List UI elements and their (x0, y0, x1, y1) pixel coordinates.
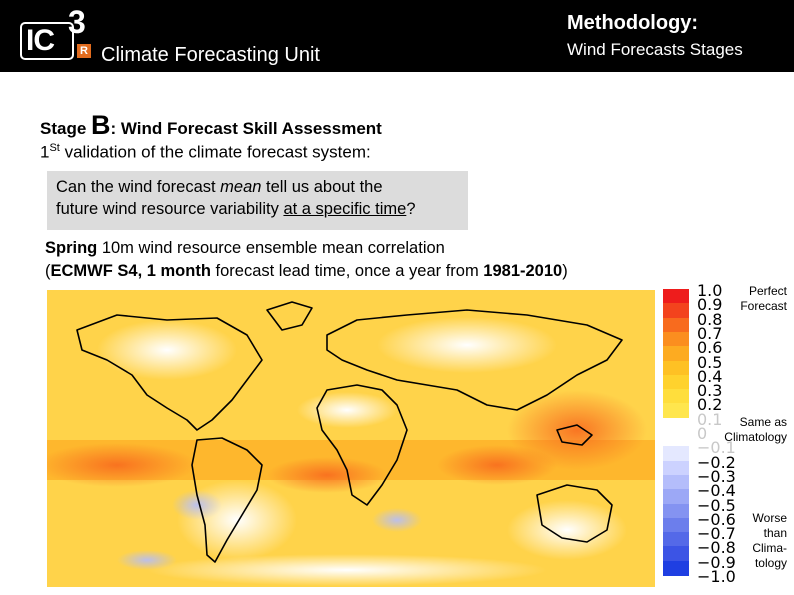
colorbar-tick-label: −0.2 (697, 452, 736, 472)
annotation-worse-than-climatology: Worse than Clima-tology (752, 511, 787, 570)
colorbar-bin (663, 432, 689, 447)
north-america-low (97, 320, 237, 380)
unit-name: Climate Forecasting Unit (101, 44, 320, 66)
colorbar-bin (663, 317, 689, 333)
colorbar-bin (663, 417, 689, 433)
colorbar-tick-label: 0.6 (697, 338, 723, 358)
east-pacific-high (47, 443, 197, 487)
question-emphasis: mean (220, 178, 262, 196)
colorbar-bin (663, 460, 689, 476)
colorbar-tick-label: 0.9 (697, 295, 723, 315)
coastlines (76, 301, 623, 563)
indonesia-outline (556, 424, 593, 446)
indian-high (437, 445, 557, 485)
colorbar-tick-label: 0.2 (697, 395, 723, 415)
stage-title: : Wind Forecast Skill Assessment (110, 119, 382, 138)
logo-main-text: IC (20, 22, 74, 60)
ic3-logo: IC 3 R (20, 4, 100, 62)
southern-ocean-low (147, 554, 547, 586)
colorbar-bin (663, 289, 689, 304)
validation-line: 1St validation of the climate forecast s… (40, 142, 371, 163)
colorbar-tick-label: 0.4 (697, 366, 723, 386)
question-mark: ? (406, 200, 416, 218)
negative-patch-2 (372, 508, 422, 532)
colorbar-tick-label: 0.8 (697, 309, 723, 329)
greenland-outline (266, 301, 313, 331)
atlantic-high (267, 457, 387, 493)
stage-heading: Stage B: Wind Forecast Skill Assessment (40, 110, 382, 141)
negative-patch-1 (172, 490, 222, 520)
colorbar-bin (663, 389, 689, 405)
validation-ordinal: St (49, 142, 60, 154)
colorbar-tick-label: −0.6 (697, 509, 736, 529)
annotation-same-as-climatology: Same as Climatology (724, 415, 787, 444)
description-text-2: forecast lead time, once a year from (210, 262, 484, 280)
paren-close: ) (562, 262, 568, 280)
colorbar-tick-label: −0.1 (697, 438, 736, 458)
eurasia-outline (326, 309, 623, 411)
north-america-outline (76, 314, 263, 431)
colorbar-tick-label: 0.1 (697, 409, 723, 429)
question-text-1: Can the wind forecast (56, 178, 221, 196)
maritime-continent-high (507, 390, 647, 470)
colorbar-tick-label: −1.0 (697, 567, 736, 586)
validation-number: 1 (40, 142, 50, 162)
sahara-low (297, 392, 397, 428)
paren-open: ( (45, 262, 51, 280)
colorbar-bin (663, 331, 689, 347)
colorbar-tick-label: −0.4 (697, 481, 736, 501)
colorbar-tick-label: −0.5 (697, 495, 736, 515)
colorbar-bin (663, 560, 689, 576)
colorbar-tick-label: −0.7 (697, 524, 736, 544)
colorbar-tick-label: 0.3 (697, 381, 723, 401)
colorbar-tick-label: −0.8 (697, 538, 736, 558)
question-text-3: future wind resource variability (56, 200, 284, 218)
australia-low (507, 500, 627, 560)
colorbar-bin (663, 303, 689, 319)
model-label: ECMWF S4, 1 month (50, 262, 211, 280)
question-underline: at a specific time (283, 200, 407, 218)
validation-text: validation of the climate forecast syste… (59, 142, 371, 162)
australia-outline (536, 484, 613, 543)
colorbar-bin (663, 374, 689, 390)
methodology-title: Methodology: (567, 12, 699, 34)
colorbar-bin (663, 503, 689, 519)
question-text-2: tell us about the (261, 178, 383, 196)
colorbar-bin (663, 346, 689, 362)
logo-badge: R (77, 44, 91, 58)
colorbar-tick-label: 0 (697, 424, 708, 443)
colorbar-tick-label: −0.9 (697, 552, 736, 572)
season-label: Spring (45, 239, 98, 257)
colorbar-bin (663, 360, 689, 376)
description-text-1: 10m wind resource ensemble mean correlat… (97, 239, 445, 257)
correlation-world-map (47, 290, 655, 587)
world-map-svg (47, 290, 655, 587)
stage-prefix: Stage (40, 119, 92, 138)
stage-letter: B (91, 110, 111, 140)
map-description-line-2: (ECMWF S4, 1 month forecast lead time, o… (45, 262, 568, 281)
colorbar-bin (663, 546, 689, 562)
colorbar-bin (663, 403, 689, 419)
negative-patch-3 (117, 550, 177, 570)
colorbar-bin (663, 517, 689, 533)
colorbar-bin (663, 489, 689, 505)
colorbar-tick-label: 1.0 (697, 281, 723, 300)
colorbar-bin (663, 532, 689, 548)
africa-outline (316, 384, 408, 506)
colorbar-tick-label: 0.5 (697, 352, 723, 372)
colorbar-bin (663, 474, 689, 490)
methodology-subtitle: Wind Forecasts Stages (567, 40, 743, 59)
colorbar-tick-label: 0.7 (697, 323, 723, 343)
south-america-outline (191, 437, 263, 563)
colorbar-bin (663, 446, 689, 462)
eurasia-low (377, 317, 557, 373)
annotation-perfect-forecast: Perfect Forecast (740, 284, 787, 313)
period-label: 1981-2010 (483, 262, 563, 280)
map-description-line-1: Spring 10m wind resource ensemble mean c… (45, 239, 445, 258)
logo-superscript: 3 (68, 4, 86, 40)
header-bar: IC 3 R Climate Forecasting Unit Methodol… (0, 0, 794, 72)
question-box: Can the wind forecast mean tell us about… (47, 171, 468, 230)
colorbar-tick-label: −0.3 (697, 466, 736, 486)
